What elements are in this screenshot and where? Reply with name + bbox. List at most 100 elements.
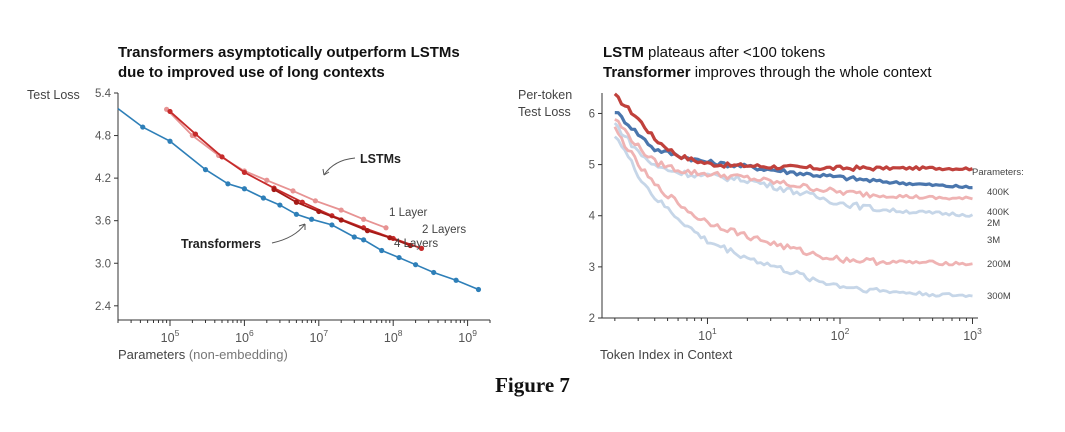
left-data-point	[383, 225, 389, 231]
left-ytick-label: 4.8	[95, 131, 111, 143]
lstm-annotation-arrowhead	[322, 168, 330, 176]
right-ytick-label: 6	[589, 108, 595, 120]
left-data-point	[351, 234, 357, 240]
left-data-point	[241, 169, 248, 176]
right-series-label: 400K	[987, 207, 1010, 218]
left-data-point	[329, 222, 335, 228]
transformers-annotation-arrow	[271, 223, 306, 244]
left-xtick-exponent: 5	[175, 328, 180, 338]
lstm-annotation-arrow	[323, 157, 356, 176]
figure-caption: Figure 7	[495, 373, 570, 397]
left-x-axis-label: Parameters (non-embedding)	[118, 347, 288, 362]
left-xtick-label: 106	[235, 328, 254, 345]
left-y-axis-label: Test Loss	[27, 88, 80, 102]
left-chart-title-line1: Transformers asymptotically outperform L…	[118, 44, 460, 61]
right-legend: Parameters: 400K 400K 2M 3M 200M 300M	[972, 167, 1024, 302]
right-axes	[598, 93, 978, 324]
right-title-lstm-bold: LSTM	[603, 44, 644, 61]
left-data-point	[413, 262, 419, 268]
left-data-point	[453, 277, 459, 283]
left-xtick-label: 105	[161, 328, 180, 345]
left-data-point	[308, 216, 315, 222]
right-y-axis-label-line1: Per-token	[518, 88, 572, 102]
right-xtick-exponent: 2	[845, 326, 850, 336]
left-data-point	[360, 237, 367, 243]
right-series-line-lstm-2m	[614, 118, 973, 201]
left-x-axis-label-main: Parameters	[118, 347, 186, 362]
left-data-point	[225, 181, 231, 187]
left-chart-title-line2: due to improved use of long contexts	[118, 64, 385, 81]
right-series-line-lstm-400k	[613, 92, 974, 172]
left-data-point	[338, 217, 344, 223]
left-xtick-label: 108	[384, 328, 403, 345]
left-data-point	[202, 167, 209, 173]
left-data-point	[241, 186, 248, 192]
right-series-label: 3M	[987, 235, 1000, 246]
left-data-point	[290, 188, 296, 194]
right-ytick-label: 4	[589, 211, 596, 223]
left-data-point	[192, 131, 199, 137]
left-xtick-label: 109	[458, 328, 477, 345]
right-title-line2-rest: improves through the whole context	[691, 64, 933, 81]
left-data-point	[312, 198, 318, 204]
left-ytick-label: 5.4	[95, 88, 112, 100]
right-series-line-lstm-200m	[613, 126, 973, 267]
left-data-point	[387, 235, 393, 241]
right-ytick-label: 2	[589, 313, 595, 325]
right-y-ticks: 2 3 5 4 6	[589, 108, 596, 325]
left-data-point	[418, 245, 425, 251]
right-series-line-transformer-300m	[613, 135, 973, 298]
left-ytick-label: 4.2	[95, 173, 111, 185]
transformers-annotation-label: Transformers	[181, 237, 261, 251]
lstm-annotation-label: LSTMs	[360, 152, 401, 166]
right-y-axis-label-line2: Test Loss	[518, 105, 571, 119]
left-xtick-exponent: 8	[398, 328, 403, 338]
series-label-2-layers: 2 Layers	[422, 224, 466, 236]
right-ytick-label: 5	[589, 160, 595, 172]
left-series-line-transformers	[117, 107, 479, 291]
right-chart-title-line1: LSTM plateaus after <100 tokens	[603, 44, 825, 61]
left-data-point	[293, 211, 300, 217]
left-series-group	[117, 106, 482, 293]
left-axes	[114, 92, 491, 326]
left-data-point	[260, 195, 266, 201]
right-series-label: 200M	[987, 259, 1011, 270]
right-series-label: 400K	[987, 187, 1010, 198]
series-label-1-layer: 1 Layer	[389, 207, 428, 219]
left-data-point	[379, 247, 385, 254]
right-title-line1-rest: plateaus after <100 tokens	[644, 44, 825, 61]
left-xtick-exponent: 7	[323, 328, 328, 338]
left-ytick-label: 2.4	[95, 301, 112, 313]
right-ytick-label: 3	[589, 262, 595, 274]
left-ytick-label: 3.0	[95, 258, 111, 270]
left-data-point	[431, 269, 437, 276]
right-xtick-label: 103	[963, 326, 982, 343]
left-data-point	[475, 286, 482, 293]
right-series-label: 2M	[987, 218, 1000, 229]
right-chart: LSTM plateaus after <100 tokens Transfor…	[518, 44, 1024, 362]
left-data-point	[140, 124, 146, 130]
left-chart: Transformers asymptotically outperform L…	[27, 44, 491, 362]
left-x-axis-label-sub: (non-embedding)	[189, 347, 288, 362]
left-xtick-exponent: 9	[472, 328, 477, 338]
left-data-point	[338, 207, 344, 213]
right-xtick-label: 102	[831, 326, 850, 343]
right-xtick-exponent: 1	[712, 326, 717, 336]
left-data-point	[316, 208, 322, 215]
left-data-point	[167, 108, 173, 115]
right-series-group	[613, 92, 974, 298]
right-x-ticks: 101 102 103	[698, 326, 982, 343]
left-data-point	[293, 199, 300, 205]
right-title-transformer-bold: Transformer	[603, 64, 691, 81]
series-label-4-layers: 4 Layers	[394, 238, 438, 250]
left-data-point	[396, 254, 402, 261]
right-xtick-label: 101	[698, 326, 717, 343]
right-xtick-exponent: 3	[977, 326, 982, 336]
left-data-point	[219, 154, 225, 160]
right-x-axis-label: Token Index in Context	[600, 347, 733, 362]
left-data-point	[277, 202, 283, 208]
transformers-annotation-arrowhead	[298, 223, 306, 230]
right-legend-title: Parameters:	[972, 167, 1024, 178]
left-x-ticks: 105 106 107 108 109	[161, 328, 478, 345]
